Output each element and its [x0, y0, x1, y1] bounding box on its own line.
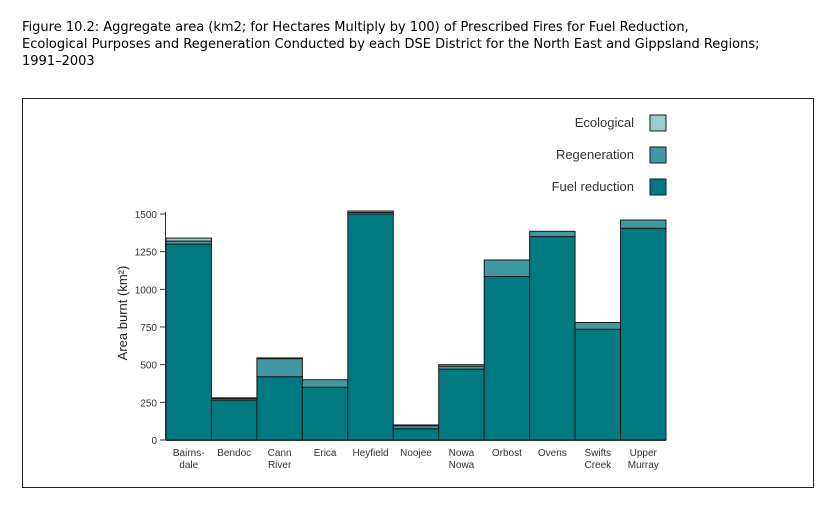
legend-label: Ecological [575, 115, 634, 130]
bar-segment-fuel-reduction [165, 243, 212, 441]
bar-segment-fuel-reduction [256, 376, 303, 441]
bar-segment-ecological [347, 210, 394, 213]
bar-segment-fuel-reduction [347, 213, 394, 441]
bar-segment-fuel-reduction [210, 399, 258, 441]
x-tick-label: Swifts Creek [584, 448, 612, 471]
bar-segment-fuel-reduction [574, 328, 622, 441]
bar-segment-regeneration [256, 358, 303, 378]
bar-segment-regeneration [574, 321, 622, 330]
bar-segment-fuel-reduction [483, 276, 531, 441]
bar-segment-ecological [392, 424, 440, 427]
bar-segment-ecological [210, 397, 258, 400]
chart-legend: Ecological Regeneration Fuel reduction [552, 114, 667, 196]
legend-swatch [649, 114, 667, 132]
bar-segment-ecological [165, 237, 212, 242]
y-tick-label: 1500 [135, 210, 158, 221]
bar-segment-fuel-reduction [392, 428, 440, 441]
y-tick-label: 1000 [135, 285, 158, 296]
x-tick-label: Ovens [538, 448, 567, 459]
bar-segment-regeneration [483, 259, 531, 278]
x-tick-label: Nowa Nowa [449, 448, 475, 471]
y-tick-label: 1250 [135, 248, 158, 259]
bar-segment-fuel-reduction [301, 386, 349, 441]
y-axis: 0 250 500 750 1000 1250 1500 [135, 210, 166, 447]
x-tick-label: Noojee [400, 448, 432, 459]
bar-segment-ecological [256, 357, 303, 360]
y-axis-label: Area burnt (km²) [115, 266, 130, 361]
x-axis: Bairns-dale Bendoc Cann River Erica Heyfield N… [165, 440, 666, 471]
bar-segment-regeneration [529, 230, 576, 238]
caption-line-2: Ecological Purposes and Regeneration Con… [22, 37, 760, 52]
chart-frame [22, 98, 814, 488]
bar-segment-fuel-reduction [620, 227, 667, 441]
y-tick-label: 750 [140, 323, 157, 334]
x-tick-label: Upper Murray [628, 448, 659, 471]
bar-segment-ecological [438, 364, 485, 367]
bars [165, 210, 667, 441]
figure-caption: Figure 10.2: Aggregate area (km2; for He… [22, 19, 822, 70]
x-tick-label: Bairns-dale [173, 448, 205, 471]
bar-segment-regeneration [301, 379, 349, 388]
legend-swatch [649, 178, 667, 196]
legend-label: Fuel reduction [552, 179, 634, 194]
x-tick-label: Orbost [492, 448, 522, 459]
x-tick-label: Bendoc [217, 448, 251, 459]
legend-label: Regeneration [556, 147, 634, 162]
y-tick-label: 0 [151, 436, 157, 447]
bar-segment-regeneration [620, 219, 667, 229]
x-tick-label: Cann River [268, 448, 292, 471]
y-tick-label: 500 [140, 361, 157, 372]
caption-line-1: Figure 10.2: Aggregate area (km2; for He… [22, 20, 689, 35]
bar-segment-fuel-reduction [529, 236, 576, 441]
x-tick-label: Erica [314, 448, 337, 459]
x-tick-label: Heyfield [352, 448, 388, 459]
bar-segment-fuel-reduction [438, 368, 485, 441]
y-tick-label: 250 [140, 398, 157, 409]
caption-line-3: 1991–2003 [22, 54, 95, 69]
legend-swatch [649, 146, 667, 164]
